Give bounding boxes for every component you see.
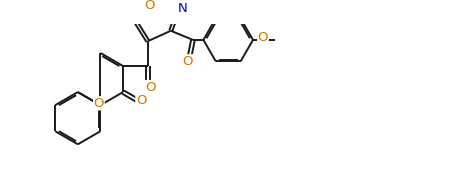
Text: O: O <box>182 55 193 68</box>
Text: O: O <box>136 94 147 107</box>
Text: O: O <box>258 31 268 44</box>
Text: O: O <box>144 0 154 12</box>
Text: O: O <box>94 97 104 110</box>
Text: N: N <box>177 2 187 15</box>
Text: O: O <box>145 81 155 94</box>
